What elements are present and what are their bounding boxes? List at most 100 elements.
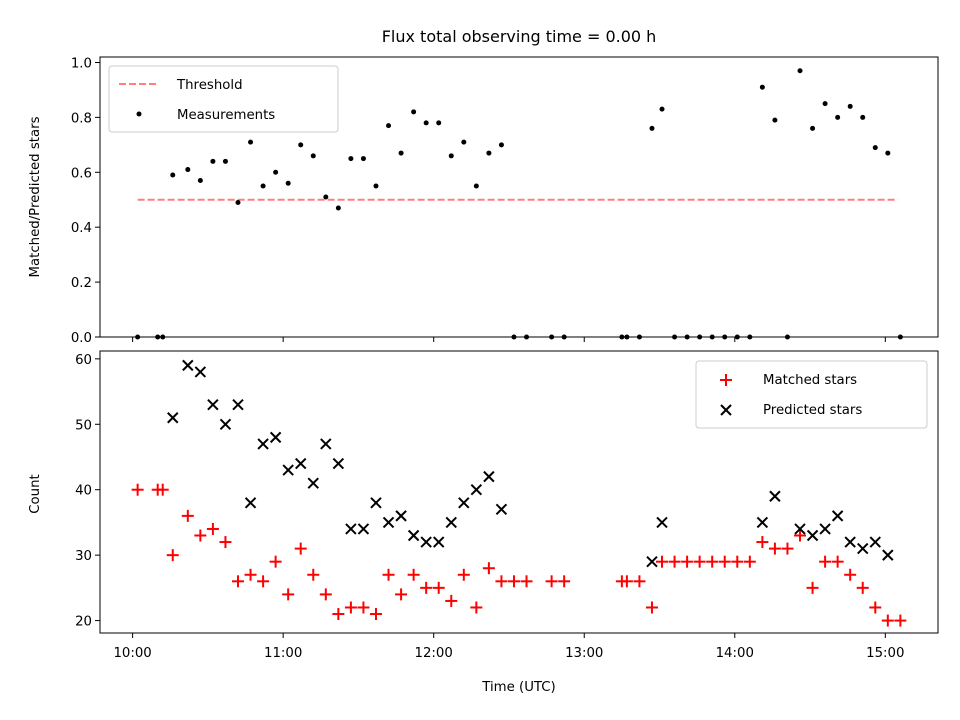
x-tick-label: 11:00 bbox=[264, 646, 302, 661]
measurement-point bbox=[411, 109, 417, 115]
legend-matched-label: Matched stars bbox=[763, 373, 857, 388]
predicted-star-point bbox=[167, 412, 179, 424]
measurement-point bbox=[473, 183, 479, 189]
top-x-axis-ticks bbox=[132, 337, 886, 342]
x-tick-label: 13:00 bbox=[565, 646, 603, 661]
matched-star-point bbox=[633, 575, 646, 588]
predicted-star-point bbox=[445, 516, 457, 529]
measurement-point bbox=[348, 156, 354, 162]
x-tick-label: 12:00 bbox=[415, 646, 453, 661]
predicted-star-point bbox=[646, 555, 658, 568]
matched-star-point bbox=[382, 568, 395, 581]
measurement-point bbox=[659, 106, 665, 112]
matched-star-point bbox=[131, 483, 144, 496]
matched-star-point bbox=[395, 588, 408, 601]
predicted-star-point bbox=[819, 523, 831, 535]
matched-star-point bbox=[332, 608, 345, 621]
y-tick-label: 1.0 bbox=[71, 56, 92, 71]
bottom-y-axis-label: Count bbox=[28, 474, 43, 514]
predicted-star-point bbox=[332, 457, 345, 470]
matched-star-point bbox=[282, 588, 295, 601]
predicted-star-point bbox=[370, 497, 382, 509]
predicted-star-point bbox=[244, 497, 257, 509]
matched-star-point bbox=[718, 555, 731, 568]
measurement-point bbox=[772, 117, 778, 123]
matched-star-point bbox=[357, 601, 370, 614]
top-legend-box bbox=[108, 65, 339, 133]
legend-predicted-swatch bbox=[720, 404, 732, 416]
matched-star-point bbox=[520, 575, 533, 588]
measurement-point bbox=[235, 199, 241, 205]
predicted-star-point bbox=[257, 438, 269, 450]
predicted-star-point bbox=[382, 516, 395, 529]
predicted-star-point bbox=[282, 464, 294, 476]
matched-star-point bbox=[319, 588, 332, 601]
measurement-point bbox=[448, 153, 454, 159]
top-y-axis-label: Matched/Predicted stars bbox=[28, 116, 43, 277]
predicted-star-point bbox=[806, 529, 819, 542]
matched-star-point bbox=[194, 529, 207, 542]
count-points bbox=[131, 359, 907, 627]
predicted-star-point bbox=[345, 523, 357, 535]
measurement-point bbox=[298, 142, 304, 148]
matched-star-point bbox=[656, 555, 669, 568]
predicted-star-point bbox=[882, 549, 894, 561]
matched-star-point bbox=[294, 542, 307, 555]
matched-star-point bbox=[307, 568, 320, 581]
measurement-point bbox=[285, 180, 291, 186]
measurement-point bbox=[885, 150, 891, 156]
matched-star-point bbox=[470, 601, 483, 614]
matched-star-point bbox=[156, 483, 169, 496]
measurement-point bbox=[860, 114, 866, 120]
y-tick-label: 0.0 bbox=[71, 331, 92, 346]
bottom-legend: Matched stars Predicted stars bbox=[695, 360, 928, 429]
matched-star-point bbox=[495, 575, 508, 588]
predicted-star-point bbox=[320, 438, 332, 450]
x-tick-label: 15:00 bbox=[866, 646, 904, 661]
matched-star-point bbox=[756, 536, 769, 549]
measurement-point bbox=[822, 101, 828, 107]
y-tick-label: 0.6 bbox=[71, 166, 92, 181]
predicted-star-point bbox=[756, 516, 769, 529]
matched-star-point bbox=[731, 555, 744, 568]
measurement-point bbox=[373, 183, 379, 189]
predicted-star-point bbox=[433, 536, 445, 548]
measurement-point bbox=[260, 183, 266, 189]
predicted-star-point bbox=[857, 542, 869, 555]
y-tick-label: 0.8 bbox=[71, 111, 92, 126]
measurement-point bbox=[498, 142, 504, 148]
matched-star-point bbox=[743, 555, 756, 568]
legend-predicted-label: Predicted stars bbox=[763, 403, 862, 418]
legend-threshold-label: Threshold bbox=[176, 78, 243, 93]
y-tick-label: 60 bbox=[75, 353, 92, 368]
matched-star-point bbox=[645, 601, 658, 614]
predicted-star-point bbox=[458, 497, 470, 509]
measurement-point bbox=[185, 167, 191, 173]
y-tick-label: 50 bbox=[75, 418, 92, 433]
matched-star-point bbox=[881, 614, 894, 627]
matched-star-point bbox=[856, 581, 869, 594]
measurement-point bbox=[210, 158, 216, 164]
top-y-axis-ticks: 0.0 0.2 0.4 0.6 0.8 1.0 bbox=[71, 56, 100, 346]
measurement-point bbox=[835, 114, 841, 120]
measurement-point bbox=[197, 178, 203, 184]
matched-star-point bbox=[257, 575, 270, 588]
matched-star-point bbox=[269, 555, 282, 568]
bottom-plot-frame bbox=[99, 350, 939, 634]
measurement-point bbox=[335, 205, 341, 211]
matched-star-point bbox=[894, 614, 907, 627]
top-panel: 0.0 0.2 0.4 0.6 0.8 1.0 Matched/Predicted sta… bbox=[28, 56, 939, 346]
matched-star-point bbox=[344, 601, 357, 614]
measurement-point bbox=[273, 169, 279, 175]
matched-star-point bbox=[558, 575, 571, 588]
matched-star-point bbox=[706, 555, 719, 568]
matched-star-point bbox=[819, 555, 832, 568]
y-tick-label: 40 bbox=[75, 484, 92, 499]
predicted-star-point bbox=[232, 398, 244, 411]
matched-star-point bbox=[794, 529, 807, 542]
legend-measurements-swatch bbox=[136, 111, 142, 117]
predicted-star-point bbox=[831, 510, 844, 522]
bottom-legend-box bbox=[695, 360, 928, 429]
measurement-point bbox=[360, 156, 366, 162]
